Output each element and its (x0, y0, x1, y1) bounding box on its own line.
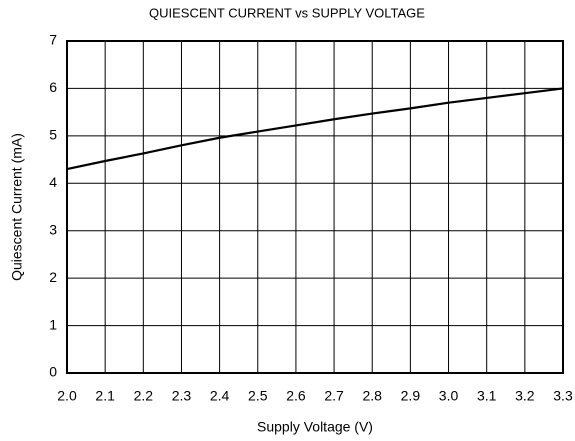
x-tick-label: 3.2 (515, 388, 535, 404)
data-line (66, 87, 564, 171)
x-tick-label: 2.3 (172, 388, 192, 404)
y-tick-label: 1 (49, 316, 57, 332)
x-tick-label: 2.1 (95, 388, 115, 404)
y-tick-label: 0 (49, 364, 57, 380)
x-axis-label: Supply Voltage (V) (257, 419, 373, 435)
x-tick-label: 2.7 (324, 388, 344, 404)
x-tick-label: 3.3 (553, 388, 573, 404)
y-tick-label: 4 (49, 174, 57, 190)
y-tick-label: 3 (49, 221, 57, 237)
x-tick-label: 2.6 (286, 388, 306, 404)
x-tick-label: 2.2 (134, 388, 154, 404)
plot-frame (66, 40, 564, 374)
x-tick-label: 2.4 (210, 388, 230, 404)
x-tick-label: 3.0 (439, 388, 459, 404)
x-tick-label: 2.8 (362, 388, 382, 404)
x-tick-label: 3.1 (477, 388, 497, 404)
x-tick-label: 2.5 (248, 388, 268, 404)
y-tick-label: 5 (49, 127, 57, 143)
y-axis-label: Quiescent Current (mA) (9, 133, 25, 281)
y-tick-label: 7 (49, 32, 57, 48)
x-tick-label: 2.9 (401, 388, 421, 404)
x-tick-label: 2.0 (57, 388, 77, 404)
y-tick-label: 6 (49, 79, 57, 95)
y-tick-label: 2 (49, 269, 57, 285)
chart-title: QUIESCENT CURRENT vs SUPPLY VOLTAGE (149, 5, 425, 20)
